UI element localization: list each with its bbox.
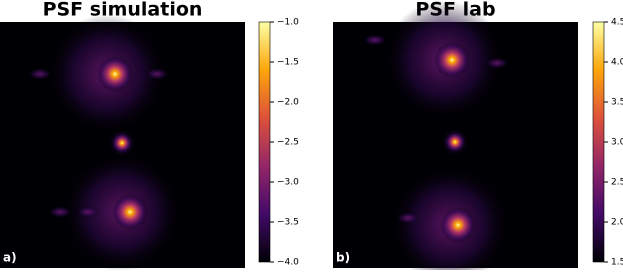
side-lobe: [48, 206, 72, 218]
psf-spot: [440, 207, 476, 243]
colorbar-tick-label: −2.0: [277, 98, 299, 108]
psf-spot: [112, 194, 148, 230]
side-lobe: [28, 68, 52, 80]
colorbar-tick-label: 1.5: [611, 258, 623, 268]
side-lobe: [363, 34, 387, 46]
psf-spot: [445, 132, 465, 152]
colorbar-tick-label: −1.5: [277, 58, 299, 68]
colorbar-tick-label: −1.0: [277, 18, 299, 28]
colorbar: [258, 21, 271, 263]
panel-label: b): [336, 251, 350, 265]
panel-title: PSF simulation: [43, 0, 203, 21]
colorbar-tick-label: −4.0: [277, 258, 299, 268]
colorbar-tick-label: −2.5: [277, 138, 299, 148]
colorbar-tick-label: −3.5: [277, 218, 299, 228]
side-lobe: [76, 206, 100, 218]
psf-spot: [434, 42, 470, 78]
panel-label: a): [3, 251, 17, 265]
colorbar-tick-label: 2.5: [611, 178, 623, 188]
colorbar: [592, 21, 605, 263]
side-lobe: [396, 212, 420, 224]
side-lobe: [485, 57, 509, 69]
colorbar-tick-label: 3.5: [611, 98, 623, 108]
side-lobe: [145, 68, 169, 80]
colorbar-tick-label: 2.0: [611, 218, 623, 228]
colorbar-tick-label: 4.5: [611, 18, 623, 28]
psf-spot: [112, 133, 132, 153]
colorbar-tick-label: −3.0: [277, 178, 299, 188]
colorbar-tick-label: 4.0: [611, 58, 623, 68]
colorbar-tick-label: 3.0: [611, 138, 623, 148]
psf-spot: [97, 56, 133, 92]
